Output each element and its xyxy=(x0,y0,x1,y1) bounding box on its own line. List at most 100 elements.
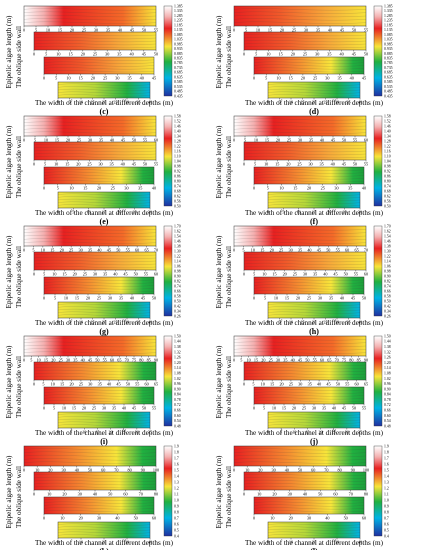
colorbar-tick-label: 1.1 xyxy=(384,492,389,496)
tick-label: 50 xyxy=(132,138,136,143)
tick-label: 0 xyxy=(43,296,45,301)
contour-line xyxy=(43,501,155,504)
colorbar-tick-label: 0.34 xyxy=(174,309,181,313)
tick-label: 15 xyxy=(60,382,64,387)
tick-label: 70 xyxy=(139,492,143,497)
tick-label: 70 xyxy=(324,468,328,473)
tick-label: 30 xyxy=(345,430,349,435)
tick-label: 10 xyxy=(44,138,48,143)
tick-label: 30 xyxy=(88,138,92,143)
colorbar-tick-label: 1.035 xyxy=(384,38,393,42)
colorbar-tick-label: 1.14 xyxy=(384,366,391,370)
tick-label: 5 xyxy=(280,430,282,435)
tick-label: 35 xyxy=(283,358,287,363)
colorbar-tick-label: 1.185 xyxy=(384,23,393,27)
colorbar-tick-label: 0.66 xyxy=(174,289,181,293)
panel-letter: (i) xyxy=(100,437,108,446)
tick-label: 0 xyxy=(233,248,235,253)
contour-line xyxy=(33,479,157,483)
tick-label: 20 xyxy=(296,296,300,301)
tick-label: 10 xyxy=(60,516,64,521)
tick-label: 0 xyxy=(43,186,45,191)
tick-label: 10 xyxy=(37,358,41,363)
colorbar-tick-label: 0.50 xyxy=(384,204,391,208)
tick-label: 55 xyxy=(362,406,366,411)
tick-label: 10 xyxy=(262,272,266,277)
tick-label: 40 xyxy=(350,76,354,81)
contour-line xyxy=(267,418,361,422)
tick-label: 35 xyxy=(138,186,142,191)
colorbar-tick-label: 0.78 xyxy=(174,398,181,402)
contour-line xyxy=(43,391,155,394)
colorbar-tick-label: 1.10 xyxy=(384,154,391,158)
colorbar-tick-label: 0.74 xyxy=(384,184,391,188)
tick-label: 5 xyxy=(35,28,37,33)
tick-label: 5 xyxy=(263,406,265,411)
tick-label: 20 xyxy=(82,406,86,411)
colorbar-tick-label: 1.30 xyxy=(174,249,181,253)
tick-label: 15 xyxy=(300,320,304,325)
contour-line xyxy=(253,290,365,293)
contour-line xyxy=(57,308,151,312)
contour-line xyxy=(243,143,367,147)
tick-label: 15 xyxy=(293,186,297,191)
panel-f: Epipelic algae length (m) The oblique sid… xyxy=(215,114,391,226)
contour-line xyxy=(253,281,365,284)
colorbar-tick-label: 1.40 xyxy=(174,129,181,133)
tick-label: 10 xyxy=(82,430,86,435)
colorbar-tick-label: 1.385 xyxy=(174,4,183,8)
tick-label: 30 xyxy=(298,382,302,387)
colorbar-tick-label: 0.48 xyxy=(384,424,391,428)
colorbar-tick-label: 0.9 xyxy=(174,504,179,508)
tick-label: 10 xyxy=(56,52,60,57)
tick-label: 85 xyxy=(357,358,361,363)
tick-label: 30 xyxy=(78,248,82,253)
tick-label: 30 xyxy=(148,210,152,215)
tick-label: 40 xyxy=(320,138,324,143)
colorbar-tick-label: 1.46 xyxy=(384,239,391,243)
contour-line xyxy=(57,534,151,537)
tick-label: 40 xyxy=(115,516,119,521)
contour-line xyxy=(267,94,361,97)
tick-label: 0 xyxy=(267,320,269,325)
contour-line xyxy=(253,168,365,171)
tick-label: 60 xyxy=(333,492,337,497)
tick-label: 0 xyxy=(57,320,59,325)
colorbar-tick-label: 1.58 xyxy=(384,114,391,118)
tick-label: 25 xyxy=(93,52,97,57)
tick-label: 15 xyxy=(285,296,289,301)
colorbar-tick-label: 0.50 xyxy=(384,299,391,303)
tick-label: 45 xyxy=(130,28,134,33)
tick-label: 15 xyxy=(270,382,274,387)
colorbar-tick-label: 1.32 xyxy=(384,350,391,354)
contour-line xyxy=(43,284,155,287)
colorbar-tick-label: 0.7 xyxy=(174,516,179,520)
panel-g: Epipelic algae length (m) The oblique sid… xyxy=(5,224,181,336)
contour-line xyxy=(57,523,151,526)
contour-line xyxy=(33,259,157,263)
contour-line xyxy=(57,86,151,89)
tick-label: 40 xyxy=(323,272,327,277)
tick-label: 0 xyxy=(267,210,269,215)
tick-label: 0 xyxy=(23,138,25,143)
colorbar xyxy=(373,115,383,207)
tick-label: 20 xyxy=(91,76,95,81)
tick-label: 65 xyxy=(364,382,368,387)
colorbar-tick-label: 0.98 xyxy=(384,269,391,273)
colorbar-tick-label: 1.335 xyxy=(384,9,393,13)
colorbar-tick-label: 1.20 xyxy=(174,361,181,365)
ylabel-outer: Epipelic algae length (m) xyxy=(215,15,223,88)
panel-j: Epipelic algae length (m) The oblique sid… xyxy=(215,334,391,446)
tick-label: 40 xyxy=(148,100,152,105)
contour-line xyxy=(233,231,367,234)
colorbar-tick-label: 0.60 xyxy=(384,414,391,418)
tick-label: 20 xyxy=(60,248,64,253)
contour-line xyxy=(243,363,367,367)
colorbar-tick-label: 0.34 xyxy=(384,309,391,313)
tick-label: 5 xyxy=(53,406,55,411)
tick-label: 40 xyxy=(340,296,344,301)
tick-label: 25 xyxy=(69,248,73,253)
colorbar-tick-label: 0.42 xyxy=(384,304,391,308)
contour-line xyxy=(23,21,157,24)
